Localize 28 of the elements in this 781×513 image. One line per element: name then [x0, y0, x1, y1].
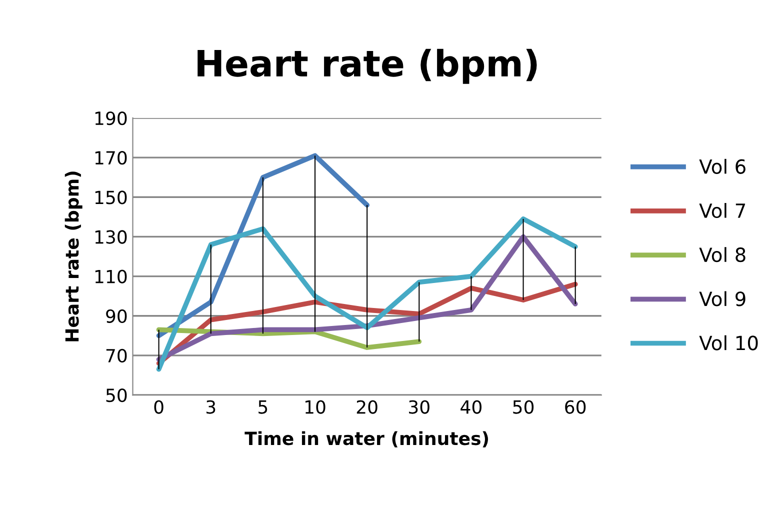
line-series: [156, 216, 578, 372]
x-tick-label: 50: [513, 400, 534, 414]
x-tick-label: 20: [356, 400, 378, 414]
x-tick-label: 3: [206, 400, 216, 414]
y-tick-label: 110: [95, 270, 127, 284]
x-tick-label: 40: [460, 400, 482, 414]
y-tick-label: 50: [106, 388, 127, 402]
y-tick-label: 130: [95, 230, 127, 244]
x-tick-label: 30: [409, 400, 430, 414]
x-tick-label: 60: [565, 400, 586, 414]
x-tick-label: 10: [306, 400, 326, 414]
line-series: [156, 153, 370, 338]
y-tick-label: 190: [95, 111, 127, 126]
chart-title: Heart rate (bpm): [198, 48, 537, 84]
x-tick-label: 0: [154, 400, 164, 414]
y-axis-title: Heart rate (bpm): [64, 172, 82, 342]
y-tick-label: 150: [95, 190, 127, 204]
y-tick-label: 170: [95, 151, 127, 165]
legend-label: Vol 8: [699, 247, 746, 262]
x-axis-title: Time in water (minutes): [244, 431, 488, 448]
y-tick-label: 90: [106, 309, 127, 323]
x-tick-label: 5: [258, 400, 268, 414]
legend-label: Vol 9: [699, 291, 746, 306]
legend-label: Vol 10: [699, 335, 758, 350]
legend-label: Vol 6: [699, 158, 746, 174]
y-tick-label: 70: [106, 348, 127, 363]
line-series: [156, 234, 578, 362]
legend-label: Vol 7: [699, 202, 746, 218]
